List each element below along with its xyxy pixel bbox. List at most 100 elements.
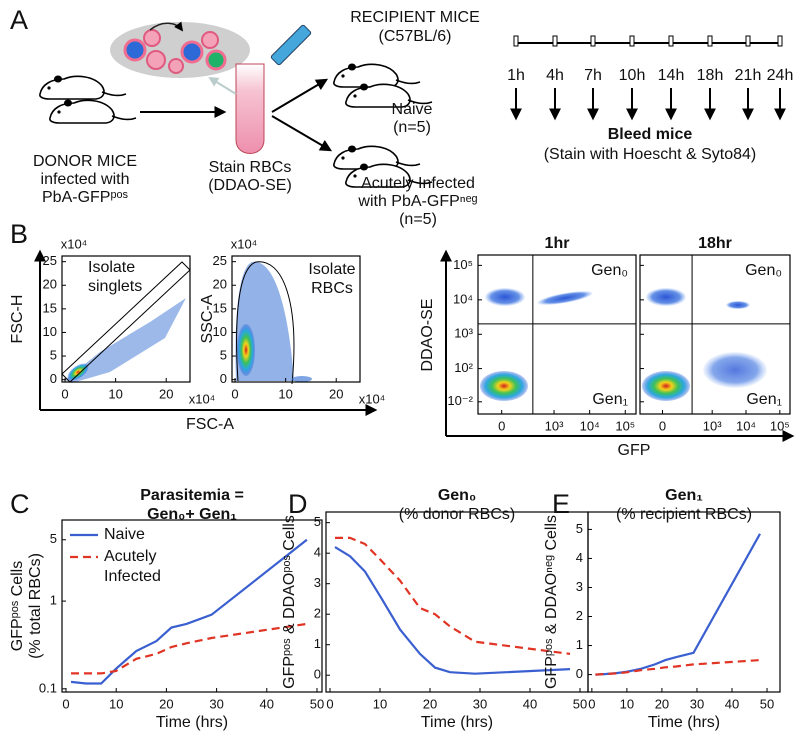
cell-density (61, 261, 767, 401)
data-line (70, 538, 308, 685)
timeline-times: 1h 4h 7h 10h 14h 18h 21h 24h (507, 35, 794, 121)
y-axis-label: FSC-H (9, 295, 26, 344)
data-line (595, 533, 761, 676)
cells (123, 21, 227, 74)
time-label: 24h (767, 67, 794, 84)
label: with PbA-GFPⁿᵉᵍ (357, 193, 477, 210)
y-tick-label: 25 (43, 253, 57, 268)
label: (Stain with Hoescht & Syto84) (544, 146, 757, 163)
y-tick-label: 5 (220, 347, 227, 362)
timeline-tick (629, 35, 635, 47)
quadrant-label: Gen₀ (591, 262, 628, 279)
y-tick-label: 10³ (454, 326, 473, 341)
arrow (208, 76, 237, 95)
chart-title: Gen₁ (665, 487, 703, 504)
timeline-tick (668, 35, 674, 47)
label: Bleed mice (608, 126, 693, 143)
x-tick-label: 20 (159, 696, 173, 711)
x-axis-label: GFP (618, 442, 651, 459)
x-tick-label: 0 (659, 418, 666, 433)
y-tick-label: 3 (314, 575, 321, 590)
y-tick-label: 10⁵ (453, 257, 473, 272)
x-tick-label: 10⁵ (615, 418, 635, 433)
x-tick-label: 50 (760, 696, 774, 711)
x-tick-label: 10⁴ (736, 418, 756, 433)
x-tick-label: 10⁵ (770, 418, 790, 433)
time-label: 14h (658, 67, 685, 84)
x-tick-label: 20 (423, 696, 437, 711)
arrow (271, 115, 333, 152)
chart-title: Gen₀ (438, 487, 476, 504)
label: Stain RBCs (209, 159, 292, 176)
data-line (335, 536, 571, 655)
arrow (271, 78, 329, 113)
time-label: 10h (619, 67, 646, 84)
x-tick-label: 30 (690, 696, 704, 711)
y-tick-label: 10⁴ (453, 291, 473, 306)
y-tick-label: 5 (50, 347, 57, 362)
x-tick-label: 0 (326, 696, 333, 711)
plot-frame (61, 255, 191, 383)
chart-subtitle: (% donor RBCs) (399, 506, 515, 523)
y-tick-label: 5 (576, 521, 583, 536)
x-tick-label: 10⁴ (580, 418, 600, 433)
quadrant-label: Gen₁ (592, 391, 628, 408)
chart-title: 18hr (698, 235, 732, 252)
y-tick-label: 0 (50, 371, 57, 386)
timeline-tick (777, 35, 783, 47)
x-tick-label: 0 (62, 696, 69, 711)
y-tick-label: 20 (43, 277, 57, 292)
time-label: 1h (507, 67, 525, 84)
y-tick-label: 0 (220, 371, 227, 386)
data-line (334, 546, 571, 675)
timeline-tick (552, 35, 558, 47)
annotation: singlets (88, 278, 142, 295)
y-tick-label: 0 (576, 666, 583, 681)
x-tick-label: 50 (573, 696, 587, 711)
legend-label: Naive (104, 526, 145, 543)
plot-frame (231, 255, 361, 383)
timeline-tick (745, 35, 751, 47)
x-tick-label: 30 (209, 696, 223, 711)
y-tick-label: 2 (314, 606, 321, 621)
panel-letter: C (10, 489, 30, 519)
y-axis-label: DDAO-SE (419, 299, 436, 372)
x-tick-label: 20 (655, 696, 669, 711)
y-axis-label: GFPᵖᵒˢ & DDAOᵖᵒˢ Cells (281, 515, 298, 689)
x-axis-label: Time (hrs) (648, 714, 720, 731)
x-tick-label: 40 (523, 696, 537, 711)
plot-frame (587, 511, 781, 693)
quadrant-label: Gen₀ (745, 262, 782, 279)
pipette (270, 24, 312, 66)
label: PbA-GFPᵖᵒˢ (42, 189, 129, 206)
x-tick-label: 10³ (703, 418, 722, 433)
label: DONOR MICE (33, 153, 137, 170)
label: RECIPIENT MICE (350, 9, 480, 26)
y-tick-label: 3 (576, 579, 583, 594)
axis-multiplier: x10⁴ (359, 391, 386, 406)
axis-multiplier: x10⁴ (61, 236, 88, 251)
x-tick-label: 10 (373, 696, 387, 711)
x-tick-label: 10 (278, 386, 292, 401)
y-tick-label: 15 (43, 300, 57, 315)
x-tick-label: 50 (310, 696, 324, 711)
y-axis-label: SSC-A (199, 294, 216, 343)
x-tick-label: 20 (159, 386, 173, 401)
y-tick-label: 1 (576, 637, 583, 652)
chart-title: Parasitemia = (140, 487, 244, 504)
x-tick-label: 10³ (545, 418, 564, 433)
time-label: 7h (584, 67, 602, 84)
mouse-icon (50, 100, 136, 124)
timeline-tick (590, 35, 596, 47)
tube (235, 63, 265, 154)
y-tick-label: 5 (314, 514, 321, 529)
x-tick-label: 30 (473, 696, 487, 711)
label: (DDAO-SE) (208, 177, 292, 194)
annotation: Isolate (88, 259, 135, 276)
x-tick-label: 40 (260, 696, 274, 711)
y-tick-label: 10⁻² (447, 393, 473, 408)
y-tick-label: 25 (213, 253, 227, 268)
x-tick-label: 0 (231, 386, 238, 401)
time-label: 4h (546, 67, 564, 84)
